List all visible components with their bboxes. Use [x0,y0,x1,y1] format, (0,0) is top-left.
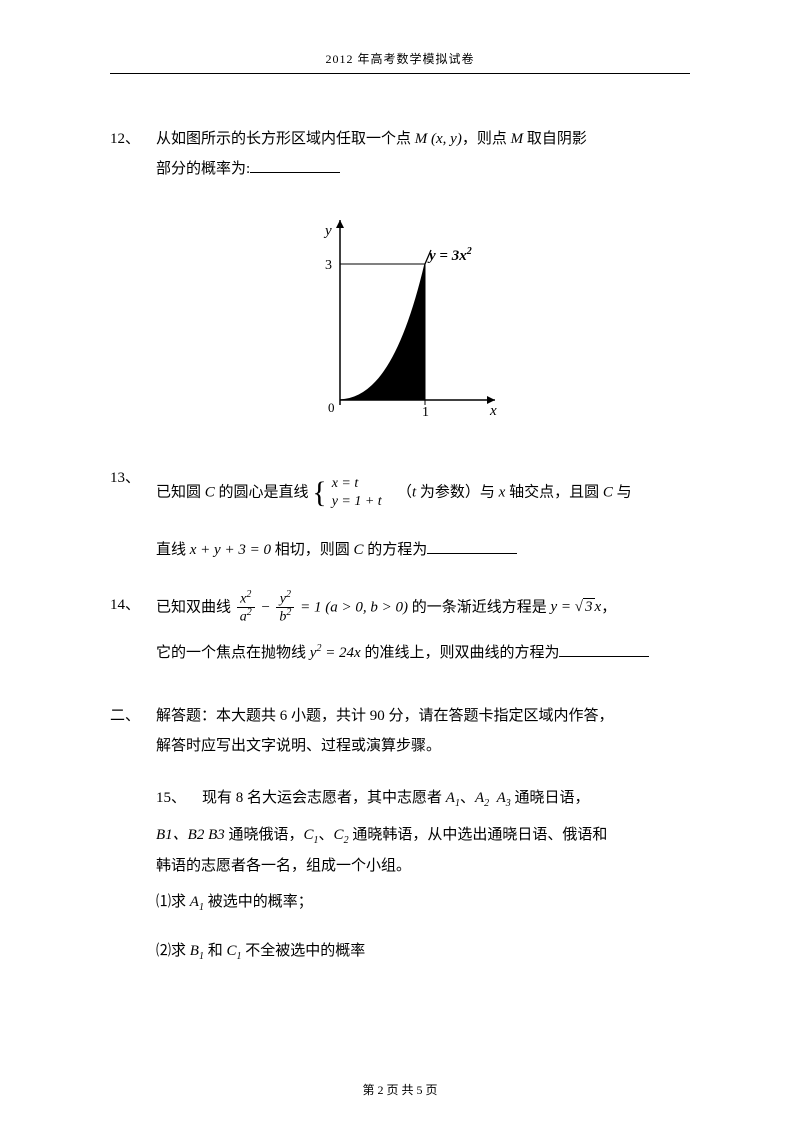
brace-icon: { [312,463,326,523]
origin-label: 0 [328,400,335,415]
x-tick-1: 1 [422,405,429,420]
problem-body: 已知圆 C 的圆心是直线 {x = ty = 1 + t （t 为参数）与 x … [156,463,690,523]
section-text: 解答题：本大题共 6 小题，共计 90 分，请在答题卡指定区域内作答， [156,701,614,731]
minus: − [257,599,275,615]
problem-body: 现有 8 名大运会志愿者，其中志愿者 A1、A2 A3 通晓日语， [202,783,690,814]
answer-blank [250,157,340,174]
text: 的圆心是直线 [215,484,313,500]
answer-blank [427,537,517,554]
var-C: C [603,484,613,500]
var-M: M [511,131,524,147]
text: 轴交点，且圆 [505,484,603,500]
var-C: C [205,484,215,500]
parametric-eq: x = ty = 1 + t [332,475,382,510]
coords: (x, y) [431,131,462,147]
problem-number: 12、 [110,124,156,154]
text: 不全被选中的概率 [241,943,365,959]
section-2: 二、 解答题：本大题共 6 小题，共计 90 分，请在答题卡指定区域内作答， 解… [110,701,690,763]
page-footer: 第 2 页 共 5 页 [0,1081,800,1098]
svg-text:y = 3x2: y = 3x2 [427,246,472,264]
problem-15: 15、 现有 8 名大运会志愿者，其中志愿者 A1、A2 A3 通晓日语， B1… [156,783,690,968]
text: 现有 8 名大运会志愿者，其中志愿者 [202,790,446,806]
asymptote: y = √3x [551,599,602,615]
text: 部分的概率为: [156,161,250,177]
problem-number: 13、 [110,463,156,493]
text: 相切，则圆 [271,542,354,558]
text: （ [397,484,412,500]
text: ，则点 [462,131,511,147]
text: 通晓日语， [511,790,590,806]
text: 取自阴影 [523,131,587,147]
text: ⑵求 [156,943,190,959]
text: 被选中的概率； [204,894,313,910]
curve-label-exp: 2 [466,246,472,257]
x-axis-label: x [489,403,497,419]
text: 韩语的志愿者各一名，组成一个小组。 [156,851,690,883]
parabola: y2 = 24x [310,645,361,661]
problem-body: 从如图所示的长方形区域内任取一个点 M (x, y)，则点 M 取自阴影 [156,124,690,154]
text: B1、B2 B3 [156,827,225,843]
text: ⑴求 [156,894,190,910]
y-axis-label: y [323,223,332,239]
text: 它的一个焦点在抛物线 [156,645,310,661]
text: 已知圆 [156,484,205,500]
text: 的方程为 [363,542,427,558]
condition: (a > 0, b > 0) [325,599,408,615]
y-tick-3: 3 [325,258,332,273]
section-text: 解答时应写出文字说明、过程或演算步骤。 [156,731,690,763]
line-eq: x + y + 3 = 0 [190,542,271,558]
answer-blank [559,640,649,657]
text: 通晓韩语，从中选出通晓日语、俄语和 [349,827,608,843]
problem-13: 13、 已知圆 C 的圆心是直线 {x = ty = 1 + t （t 为参数）… [110,463,690,567]
text: 的一条渐近线方程是 [408,599,551,615]
var-M: M [415,131,428,147]
text: 通晓俄语， [225,827,304,843]
fraction: y2b2 [276,590,294,626]
text: 已知双曲线 [156,599,235,615]
section-number: 二、 [110,701,156,731]
fraction: x2a2 [237,590,255,626]
text: 为参数）与 [416,484,499,500]
text: 和 [204,943,227,959]
problem-number: 15、 [156,783,202,813]
chart-svg: y x 3 1 0 y = 3x2 [295,210,505,430]
text: 从如图所示的长方形区域内任取一个点 [156,131,415,147]
text: 与 [613,484,632,500]
problem-14: 14、 已知双曲线 x2a2 − y2b2 = 1 (a > 0, b > 0)… [110,590,690,669]
text: 直线 [156,542,190,558]
text: 的准线上，则双曲线的方程为 [361,645,560,661]
figure-12: y x 3 1 0 y = 3x2 [110,210,690,435]
var-C: C [353,542,363,558]
problem-body: 已知双曲线 x2a2 − y2b2 = 1 (a > 0, b > 0) 的一条… [156,590,690,626]
curve-label: y = 3x [427,248,467,264]
eq: = 1 [296,599,325,615]
problem-12: 12、 从如图所示的长方形区域内任取一个点 M (x, y)，则点 M 取自阴影… [110,124,690,186]
text: ， [601,599,616,615]
page-header: 2012 年高考数学模拟试卷 [110,50,690,74]
problem-number: 14、 [110,590,156,620]
